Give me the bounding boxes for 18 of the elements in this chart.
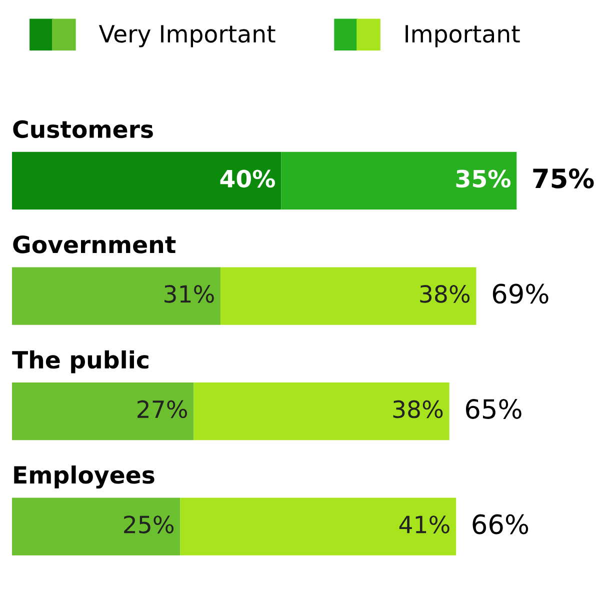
total-label: 69% xyxy=(492,284,548,304)
total-label: 75% xyxy=(533,168,594,188)
total-label: 65% xyxy=(466,399,522,419)
data-label: 35% xyxy=(456,170,511,188)
data-label: 25% xyxy=(124,516,174,534)
data-label: 27% xyxy=(138,400,187,418)
y-tick-label: Government xyxy=(13,236,176,254)
data-label: 31% xyxy=(164,285,214,303)
data-label: 41% xyxy=(399,516,450,534)
data-label: 40% xyxy=(220,170,276,188)
y-tick-label: Customers xyxy=(13,120,153,138)
y-tick-label: Employees xyxy=(14,466,154,489)
legend-label: Very Important xyxy=(98,25,276,48)
legend-label: Important xyxy=(406,25,520,48)
total-label: 66% xyxy=(472,514,528,534)
data-label: 38% xyxy=(420,285,470,303)
y-tick-label: The public xyxy=(12,350,148,374)
data-label: 38% xyxy=(393,400,443,418)
